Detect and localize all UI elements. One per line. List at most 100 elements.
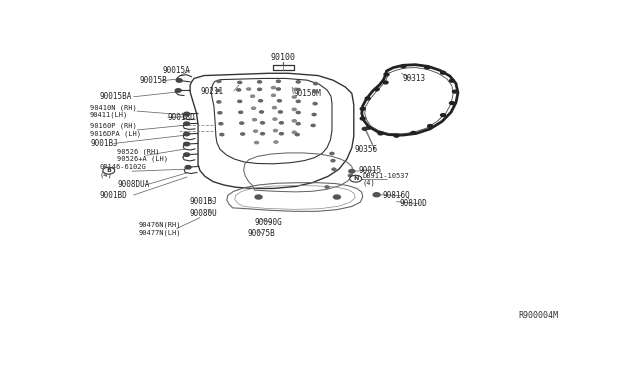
Circle shape bbox=[255, 195, 262, 199]
Circle shape bbox=[259, 100, 262, 102]
Circle shape bbox=[373, 193, 380, 197]
Circle shape bbox=[278, 111, 282, 113]
Text: 9008DUA: 9008DUA bbox=[117, 180, 150, 189]
Circle shape bbox=[292, 120, 296, 122]
Circle shape bbox=[332, 168, 336, 170]
Circle shape bbox=[273, 106, 276, 109]
Circle shape bbox=[383, 81, 388, 84]
Circle shape bbox=[185, 166, 191, 169]
Circle shape bbox=[295, 134, 300, 136]
Circle shape bbox=[271, 86, 275, 89]
Text: 90015: 90015 bbox=[359, 166, 382, 174]
Circle shape bbox=[175, 89, 181, 92]
Circle shape bbox=[276, 88, 280, 90]
Circle shape bbox=[219, 122, 223, 125]
Circle shape bbox=[184, 122, 189, 125]
Circle shape bbox=[246, 88, 251, 90]
Text: DB911-10537
(4): DB911-10537 (4) bbox=[363, 173, 410, 186]
Circle shape bbox=[276, 80, 280, 83]
Text: B: B bbox=[106, 168, 111, 173]
Circle shape bbox=[241, 133, 244, 135]
Circle shape bbox=[314, 83, 317, 85]
Circle shape bbox=[313, 90, 317, 93]
Text: 90810D: 90810D bbox=[400, 199, 428, 208]
Circle shape bbox=[296, 122, 300, 125]
Circle shape bbox=[296, 100, 300, 103]
Circle shape bbox=[260, 132, 264, 135]
Circle shape bbox=[425, 66, 429, 69]
Text: 90015BA: 90015BA bbox=[100, 92, 132, 101]
Circle shape bbox=[239, 111, 243, 113]
Circle shape bbox=[273, 129, 277, 132]
Circle shape bbox=[365, 97, 370, 100]
Circle shape bbox=[257, 88, 262, 90]
Circle shape bbox=[184, 142, 189, 146]
Circle shape bbox=[257, 81, 262, 83]
Text: 90816Q: 90816Q bbox=[383, 191, 410, 200]
Text: 08146-6102G
(4): 08146-6102G (4) bbox=[100, 164, 147, 178]
Circle shape bbox=[440, 71, 445, 74]
Circle shape bbox=[411, 131, 416, 134]
Circle shape bbox=[237, 89, 241, 91]
Circle shape bbox=[349, 170, 355, 173]
Circle shape bbox=[216, 89, 220, 92]
Circle shape bbox=[277, 100, 282, 102]
Text: 9001BJ: 9001BJ bbox=[91, 139, 118, 148]
Circle shape bbox=[331, 160, 335, 162]
Circle shape bbox=[251, 95, 255, 97]
Circle shape bbox=[237, 81, 242, 84]
Circle shape bbox=[350, 175, 362, 182]
Text: 9001BD: 9001BD bbox=[100, 190, 127, 199]
Circle shape bbox=[184, 112, 189, 116]
Text: N: N bbox=[353, 176, 358, 181]
Circle shape bbox=[260, 111, 264, 113]
Circle shape bbox=[218, 112, 222, 114]
Circle shape bbox=[217, 80, 221, 83]
Circle shape bbox=[313, 103, 317, 105]
Circle shape bbox=[274, 141, 278, 143]
Circle shape bbox=[271, 94, 275, 96]
Circle shape bbox=[260, 122, 264, 124]
Circle shape bbox=[280, 122, 284, 124]
Circle shape bbox=[325, 186, 329, 188]
Text: 90015A: 90015A bbox=[163, 66, 190, 75]
Circle shape bbox=[440, 114, 445, 116]
Circle shape bbox=[394, 134, 399, 137]
Circle shape bbox=[292, 108, 296, 110]
Circle shape bbox=[292, 96, 296, 98]
Circle shape bbox=[312, 113, 316, 116]
Text: 90313: 90313 bbox=[403, 74, 426, 83]
Text: 90090G: 90090G bbox=[255, 218, 282, 227]
Circle shape bbox=[449, 102, 454, 105]
Circle shape bbox=[280, 132, 284, 135]
Circle shape bbox=[176, 79, 182, 82]
Circle shape bbox=[360, 117, 365, 120]
Circle shape bbox=[217, 101, 221, 103]
Circle shape bbox=[384, 73, 389, 76]
Circle shape bbox=[184, 153, 189, 156]
Circle shape bbox=[255, 141, 259, 144]
Circle shape bbox=[348, 174, 352, 177]
Circle shape bbox=[428, 125, 433, 128]
Text: 9001BJ: 9001BJ bbox=[189, 197, 217, 206]
Circle shape bbox=[296, 89, 300, 91]
Text: 90080U: 90080U bbox=[189, 209, 217, 218]
Circle shape bbox=[103, 167, 115, 174]
Text: 90476N(RH)
90477N(LH): 90476N(RH) 90477N(LH) bbox=[138, 222, 181, 235]
Text: 90018D: 90018D bbox=[168, 113, 196, 122]
Circle shape bbox=[449, 79, 454, 82]
Text: 90211: 90211 bbox=[201, 87, 224, 96]
Circle shape bbox=[237, 100, 242, 103]
Circle shape bbox=[366, 126, 371, 129]
Circle shape bbox=[374, 88, 379, 91]
Circle shape bbox=[184, 132, 189, 136]
Circle shape bbox=[253, 119, 257, 121]
Circle shape bbox=[311, 124, 315, 126]
Circle shape bbox=[360, 108, 365, 110]
Circle shape bbox=[296, 81, 300, 83]
Circle shape bbox=[253, 130, 257, 132]
Text: 90356: 90356 bbox=[355, 145, 378, 154]
Circle shape bbox=[333, 195, 340, 199]
Text: 90075B: 90075B bbox=[248, 229, 275, 238]
Circle shape bbox=[330, 153, 334, 155]
